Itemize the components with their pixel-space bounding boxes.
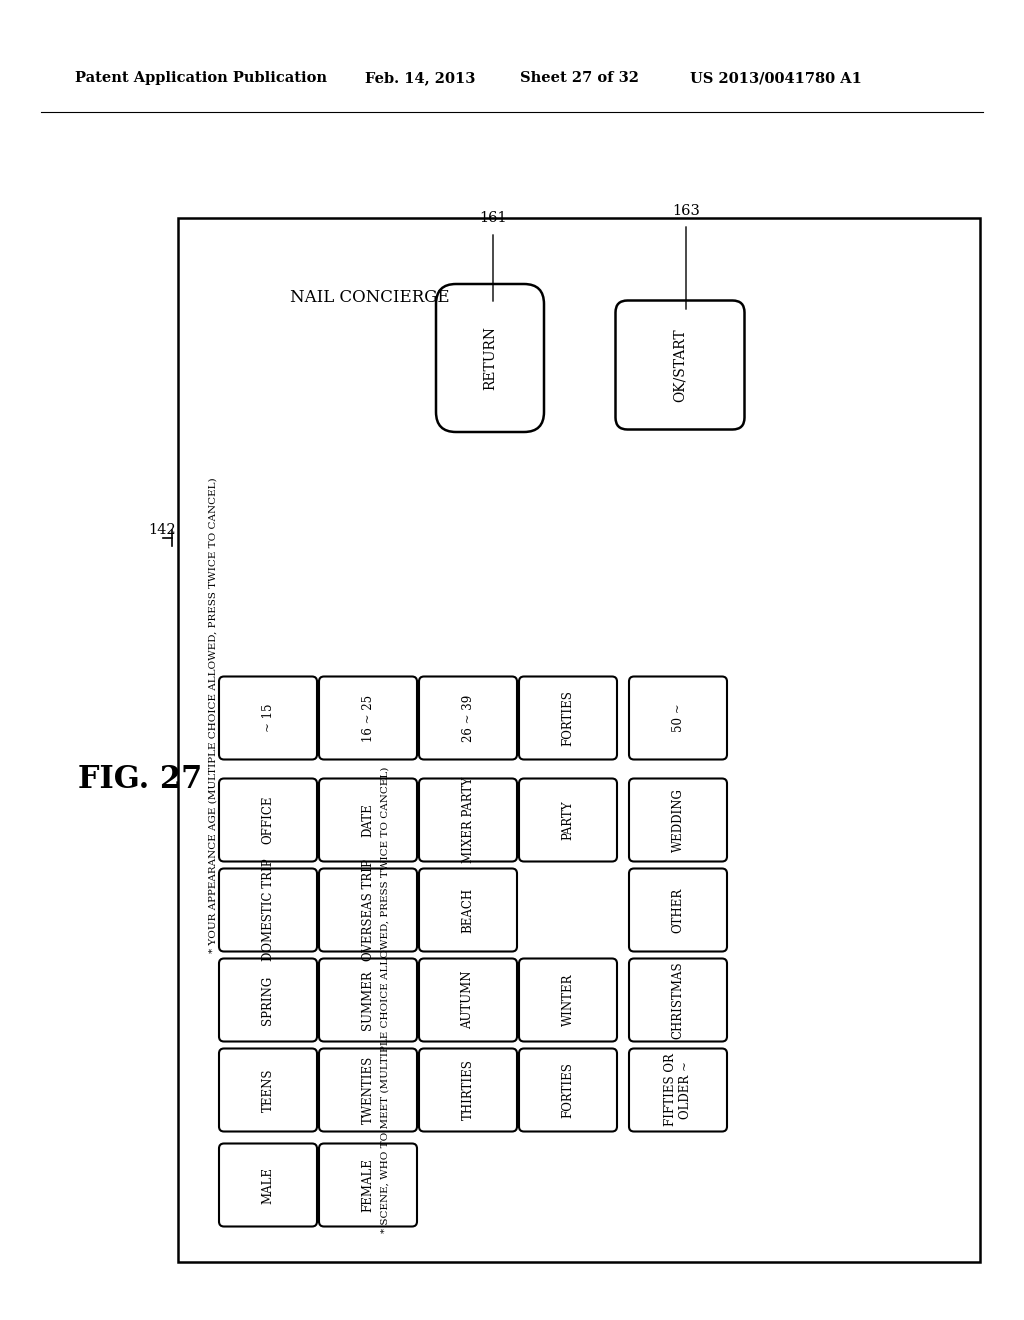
FancyBboxPatch shape [319, 869, 417, 952]
FancyBboxPatch shape [219, 869, 317, 952]
Text: THIRTIES: THIRTIES [462, 1060, 474, 1121]
Text: SUMMER: SUMMER [361, 970, 375, 1030]
Text: FORTIES: FORTIES [561, 1063, 574, 1118]
Text: OFFICE: OFFICE [261, 796, 274, 845]
FancyBboxPatch shape [519, 779, 617, 862]
Text: OVERSEAS TRIP: OVERSEAS TRIP [361, 859, 375, 961]
FancyBboxPatch shape [629, 958, 727, 1041]
FancyBboxPatch shape [419, 869, 517, 952]
FancyBboxPatch shape [629, 779, 727, 862]
FancyBboxPatch shape [219, 676, 317, 759]
Text: NAIL CONCIERGE: NAIL CONCIERGE [290, 289, 450, 306]
Text: RETURN: RETURN [483, 326, 497, 389]
FancyBboxPatch shape [319, 1048, 417, 1131]
Text: Feb. 14, 2013: Feb. 14, 2013 [365, 71, 475, 84]
FancyBboxPatch shape [319, 958, 417, 1041]
Text: OTHER: OTHER [672, 887, 684, 933]
Text: SPRING: SPRING [261, 975, 274, 1024]
Text: Sheet 27 of 32: Sheet 27 of 32 [520, 71, 639, 84]
Text: CHRISTMAS: CHRISTMAS [672, 961, 684, 1039]
Text: 50 ~: 50 ~ [672, 704, 684, 733]
FancyBboxPatch shape [615, 301, 744, 429]
Text: ~ 15: ~ 15 [261, 704, 274, 733]
FancyBboxPatch shape [319, 1143, 417, 1226]
Text: US 2013/0041780 A1: US 2013/0041780 A1 [690, 71, 862, 84]
Text: PARTY: PARTY [561, 800, 574, 840]
Text: DATE: DATE [361, 803, 375, 837]
Text: WEDDING: WEDDING [672, 788, 684, 851]
FancyBboxPatch shape [419, 958, 517, 1041]
Text: FIG. 27: FIG. 27 [78, 764, 203, 796]
FancyBboxPatch shape [629, 676, 727, 759]
FancyBboxPatch shape [629, 1048, 727, 1131]
Text: BEACH: BEACH [462, 887, 474, 932]
FancyBboxPatch shape [519, 676, 617, 759]
Text: 163: 163 [672, 205, 700, 218]
Text: 161: 161 [479, 211, 507, 224]
Text: FEMALE: FEMALE [361, 1158, 375, 1212]
Text: TEENS: TEENS [261, 1068, 274, 1111]
Text: MIXER PARTY: MIXER PARTY [462, 777, 474, 863]
Text: FORTIES: FORTIES [561, 690, 574, 746]
Text: TWENTIES: TWENTIES [361, 1056, 375, 1125]
FancyBboxPatch shape [178, 218, 980, 1262]
Text: Patent Application Publication: Patent Application Publication [75, 71, 327, 84]
FancyBboxPatch shape [436, 284, 544, 432]
Text: FIFTIES OR
OLDER ~: FIFTIES OR OLDER ~ [664, 1053, 692, 1126]
Text: 26 ~ 39: 26 ~ 39 [462, 694, 474, 742]
FancyBboxPatch shape [419, 779, 517, 862]
FancyBboxPatch shape [629, 869, 727, 952]
FancyBboxPatch shape [519, 1048, 617, 1131]
Text: OK/START: OK/START [673, 329, 687, 401]
Text: * SCENE, WHO TO MEET (MULTIPLE CHOICE ALLOWED, PRESS TWICE TO CANCEL): * SCENE, WHO TO MEET (MULTIPLE CHOICE AL… [381, 767, 389, 1233]
FancyBboxPatch shape [219, 779, 317, 862]
Text: DOMESTIC TRIP: DOMESTIC TRIP [261, 859, 274, 961]
Text: MALE: MALE [261, 1167, 274, 1204]
Text: 16 ~ 25: 16 ~ 25 [361, 694, 375, 742]
FancyBboxPatch shape [519, 958, 617, 1041]
Text: WINTER: WINTER [561, 974, 574, 1026]
FancyBboxPatch shape [419, 676, 517, 759]
Text: * YOUR APPEARANCE AGE (MULTIPLE CHOICE ALLOWED, PRESS TWICE TO CANCEL): * YOUR APPEARANCE AGE (MULTIPLE CHOICE A… [209, 478, 217, 953]
FancyBboxPatch shape [219, 1048, 317, 1131]
Text: 142: 142 [148, 523, 176, 537]
Text: AUTUMN: AUTUMN [462, 970, 474, 1030]
